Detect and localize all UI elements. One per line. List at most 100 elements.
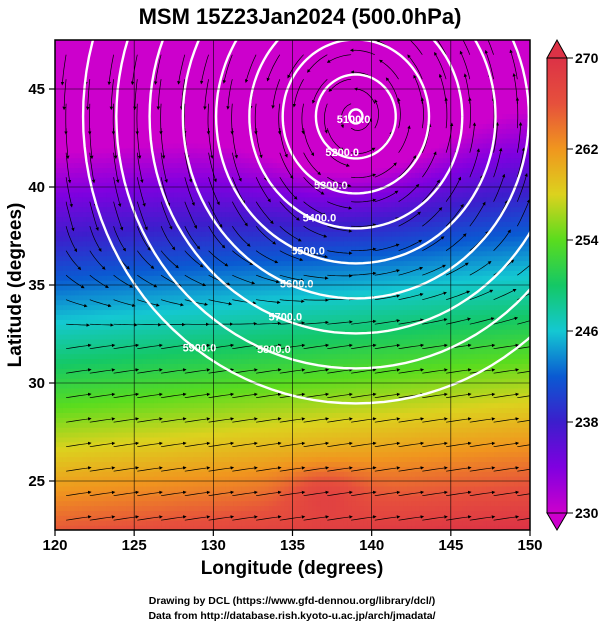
heatmap-cell (98, 490, 104, 497)
heatmap-cell (138, 69, 143, 75)
heatmap-cell (78, 172, 84, 178)
heatmap-cell (237, 432, 242, 438)
heatmap-cell (209, 485, 214, 492)
heatmap-cell (98, 265, 104, 271)
heatmap-cell (237, 461, 242, 467)
heatmap-cell (138, 285, 143, 291)
heatmap-cell (197, 108, 203, 115)
heatmap-cell (114, 338, 119, 345)
heatmap-cell (189, 93, 195, 100)
heatmap-cell (86, 476, 92, 482)
heatmap-cell (173, 294, 179, 301)
heatmap-cell (229, 358, 234, 364)
heatmap-cell (245, 412, 250, 418)
heatmap-cell (138, 79, 143, 85)
heatmap-cell (126, 461, 131, 467)
heatmap-cell (245, 451, 250, 458)
heatmap-cell (134, 520, 139, 526)
heatmap-cell (146, 412, 151, 418)
heatmap-cell (66, 142, 72, 149)
heatmap-cell (74, 471, 80, 477)
heatmap-cell (209, 93, 214, 100)
heatmap-cell (78, 240, 84, 247)
heatmap-cell (201, 138, 207, 144)
heatmap-cell (106, 461, 112, 467)
heatmap-cell (134, 456, 139, 462)
heatmap-cell (114, 451, 119, 458)
heatmap-cell (86, 162, 92, 168)
heatmap-cell (181, 182, 187, 188)
heatmap-cell (221, 289, 226, 296)
heatmap-cell (82, 167, 88, 173)
heatmap-cell (241, 397, 246, 404)
heatmap-cell (118, 343, 123, 350)
heatmap-cell (58, 216, 64, 222)
heatmap-cell (134, 245, 139, 252)
heatmap-cell (55, 93, 60, 100)
heatmap-cell (181, 84, 187, 90)
heatmap-cell (62, 289, 68, 296)
heatmap-cell (193, 69, 199, 75)
heatmap-cell (146, 373, 151, 379)
heatmap-cell (58, 304, 64, 311)
heatmap-cell (58, 397, 64, 404)
heatmap-cell (209, 138, 214, 144)
heatmap-cell (66, 383, 72, 389)
heatmap-cell (58, 402, 64, 409)
heatmap-cell (66, 363, 72, 369)
heatmap-cell (78, 54, 84, 61)
heatmap-cell (74, 353, 80, 360)
heatmap-cell (157, 177, 163, 183)
heatmap-cell (177, 74, 183, 80)
heatmap-cell (241, 427, 246, 433)
heatmap-cell (165, 319, 171, 325)
heatmap-cell (197, 59, 203, 66)
heatmap-cell (134, 177, 139, 183)
heatmap-cell (78, 319, 84, 325)
heatmap-cell (146, 432, 151, 438)
heatmap-cell (110, 280, 115, 286)
heatmap-cell (114, 461, 119, 467)
heatmap-cell (241, 363, 246, 369)
heatmap-cell (74, 417, 80, 423)
heatmap-cell (165, 446, 171, 453)
heatmap-cell (106, 436, 112, 443)
heatmap-cell (233, 456, 238, 462)
heatmap-cell (177, 64, 183, 70)
heatmap-cell (245, 309, 250, 315)
heatmap-cell (237, 515, 242, 521)
heatmap-cell (110, 187, 115, 193)
heatmap-cell (245, 383, 250, 389)
heatmap-cell (205, 69, 210, 75)
heatmap-cell (142, 427, 147, 433)
heatmap-cell (225, 201, 230, 208)
heatmap-cell (205, 407, 210, 413)
heatmap-cell (90, 250, 96, 257)
heatmap-cell (181, 334, 187, 340)
heatmap-cell (205, 334, 210, 340)
heatmap-cell (58, 187, 64, 193)
heatmap-cell (78, 481, 84, 487)
heatmap-cell (221, 373, 226, 379)
heatmap-cell (248, 525, 254, 530)
heatmap-cell (201, 182, 207, 188)
heatmap-cell (173, 397, 179, 404)
heatmap-cell (225, 520, 230, 526)
heatmap-cell (245, 250, 250, 257)
heatmap-cell (248, 490, 254, 497)
heatmap-cell (58, 505, 64, 511)
heatmap-cell (86, 142, 92, 149)
heatmap-cell (66, 84, 72, 90)
heatmap-cell (82, 191, 88, 198)
heatmap-cell (142, 113, 147, 119)
heatmap-cell (150, 358, 155, 364)
heatmap-cell (150, 231, 155, 237)
heatmap-cell (217, 412, 222, 418)
heatmap-cell (118, 363, 123, 369)
heatmap-cell (181, 505, 187, 511)
heatmap-cell (146, 113, 151, 119)
heatmap-cell (118, 387, 123, 394)
heatmap-cell (209, 275, 214, 281)
heatmap-cell (161, 343, 167, 350)
heatmap-cell (138, 162, 143, 168)
